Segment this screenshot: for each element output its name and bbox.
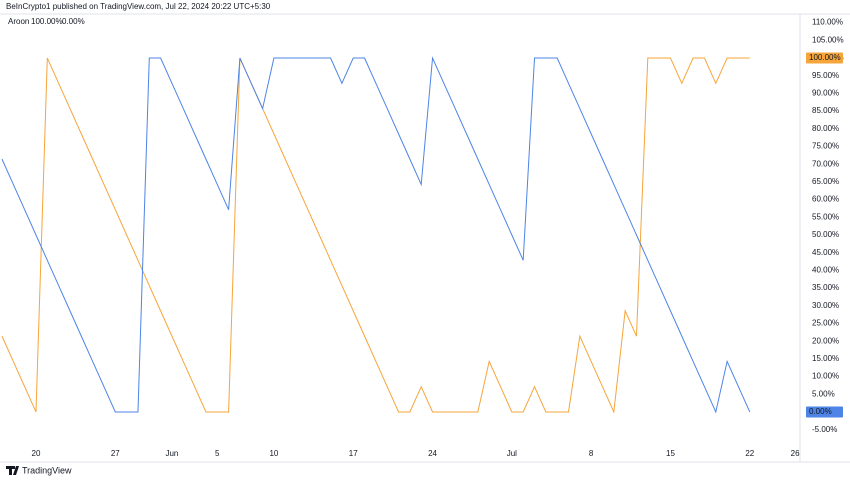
y-tick-label: 50.00%	[812, 230, 839, 239]
indicator-name: Aroon	[8, 17, 29, 26]
y-tick-label: -5.00%	[812, 425, 837, 434]
x-tick-label: 27	[111, 449, 120, 458]
y-tick-label: 20.00%	[812, 336, 839, 345]
x-tick-label: 24	[428, 449, 437, 458]
y-tick-label: 65.00%	[812, 177, 839, 186]
last-value-box	[806, 52, 843, 64]
y-tick-label: 15.00%	[812, 354, 839, 363]
x-tick-label: 5	[215, 449, 220, 458]
y-tick-label: 105.00%	[812, 35, 844, 44]
header-text: BeInCrypto1 published on TradingView.com…	[6, 2, 271, 11]
x-tick-label: 20	[32, 449, 41, 458]
last-value-box	[806, 406, 843, 418]
x-tick-label: 15	[666, 449, 675, 458]
y-tick-label: 70.00%	[812, 159, 839, 168]
brand-logo	[6, 466, 19, 475]
y-tick-label: 85.00%	[812, 106, 839, 115]
y-tick-label: 5.00%	[812, 389, 835, 398]
y-tick-label: 60.00%	[812, 195, 839, 204]
aroon-line	[1, 57, 750, 414]
last-value-label: 100.00%	[809, 53, 841, 62]
x-tick-label: 22	[745, 449, 754, 458]
last-value-label: 0.00%	[809, 407, 832, 416]
x-tick-label: Jun	[165, 449, 178, 458]
x-tick-label: 8	[589, 449, 594, 458]
y-tick-label: 30.00%	[812, 301, 839, 310]
x-tick-label: 10	[269, 449, 278, 458]
y-tick-label: 45.00%	[812, 248, 839, 257]
y-tick-label: 40.00%	[812, 266, 839, 275]
x-tick-label: Jul	[507, 449, 517, 458]
y-tick-label: 95.00%	[812, 71, 839, 80]
y-tick-label: 10.00%	[812, 372, 839, 381]
y-tick-label: 90.00%	[812, 89, 839, 98]
x-tick-label: 17	[349, 449, 358, 458]
legend-value: 0.00%	[62, 17, 85, 26]
y-tick-label: 55.00%	[812, 212, 839, 221]
x-tick-label: 26	[791, 449, 800, 458]
legend-value: 100.00%	[31, 17, 63, 26]
y-tick-label: 25.00%	[812, 319, 839, 328]
y-tick-label: 80.00%	[812, 124, 839, 133]
y-tick-label: 35.00%	[812, 283, 839, 292]
aroon-line	[1, 56, 751, 414]
y-tick-label: 110.00%	[812, 18, 843, 27]
y-tick-label: 75.00%	[812, 142, 839, 151]
brand-text: TradingView	[22, 465, 72, 475]
